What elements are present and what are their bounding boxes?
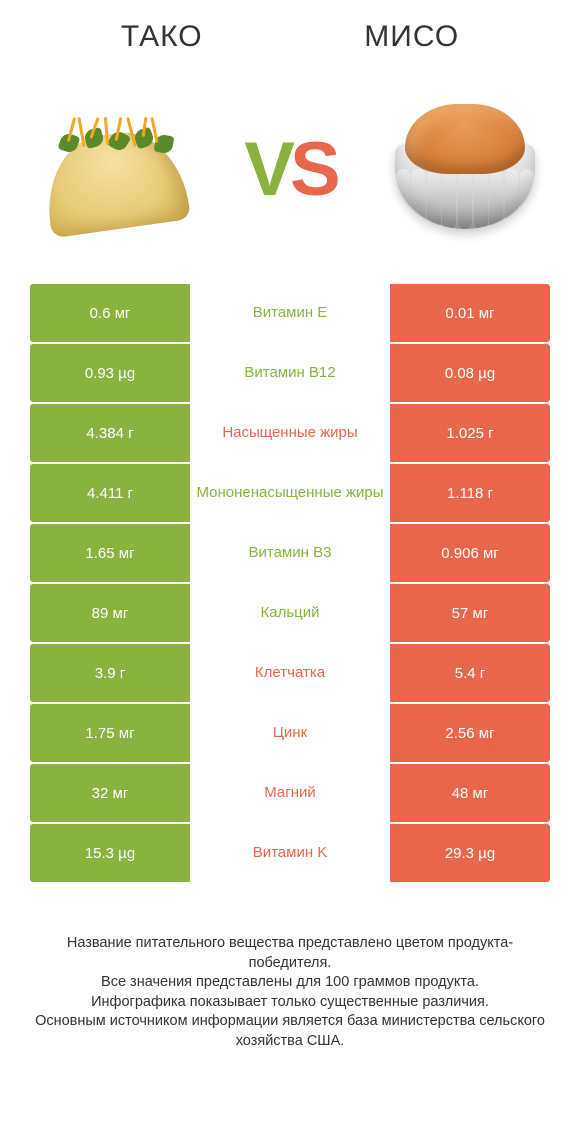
table-row: 89 мгКальций57 мг	[30, 584, 550, 642]
nutrient-label: Цинк	[190, 704, 390, 762]
left-value: 1.65 мг	[30, 524, 190, 582]
right-title: МИСО	[364, 20, 459, 54]
nutrient-label: Насыщенные жиры	[190, 404, 390, 462]
header: ТАКО МИСО	[0, 0, 580, 64]
table-row: 0.6 мгВитамин E0.01 мг	[30, 284, 550, 342]
table-row: 3.9 гКлетчатка5.4 г	[30, 644, 550, 702]
right-value: 57 мг	[390, 584, 550, 642]
left-title: ТАКО	[121, 20, 203, 54]
footer-line-2: Все значения представлены для 100 граммо…	[30, 973, 550, 993]
nutrient-label: Витамин K	[190, 824, 390, 882]
right-value: 48 мг	[390, 764, 550, 822]
footer-text: Название питательного вещества представл…	[0, 884, 580, 1051]
right-value: 1.118 г	[390, 464, 550, 522]
left-value: 4.411 г	[30, 464, 190, 522]
left-value: 3.9 г	[30, 644, 190, 702]
miso-image	[380, 94, 550, 244]
right-value: 5.4 г	[390, 644, 550, 702]
vs-label: VS	[244, 126, 335, 213]
table-row: 1.75 мгЦинк2.56 мг	[30, 704, 550, 762]
footer-line-4: Основным источником информации является …	[30, 1012, 550, 1051]
nutrient-label: Витамин B12	[190, 344, 390, 402]
taco-image	[30, 94, 200, 244]
left-value: 0.93 µg	[30, 344, 190, 402]
right-value: 0.08 µg	[390, 344, 550, 402]
table-row: 32 мгМагний48 мг	[30, 764, 550, 822]
left-value: 1.75 мг	[30, 704, 190, 762]
right-value: 29.3 µg	[390, 824, 550, 882]
left-value: 89 мг	[30, 584, 190, 642]
image-row: VS	[0, 64, 580, 284]
nutrient-label: Кальций	[190, 584, 390, 642]
right-value: 1.025 г	[390, 404, 550, 462]
nutrient-label: Мононенасыщенные жиры	[190, 464, 390, 522]
vs-s: S	[290, 127, 336, 212]
left-value: 32 мг	[30, 764, 190, 822]
table-row: 15.3 µgВитамин K29.3 µg	[30, 824, 550, 882]
nutrient-label: Клетчатка	[190, 644, 390, 702]
right-value: 0.01 мг	[390, 284, 550, 342]
left-value: 0.6 мг	[30, 284, 190, 342]
left-value: 15.3 µg	[30, 824, 190, 882]
footer-line-1: Название питательного вещества представл…	[30, 934, 550, 973]
table-row: 1.65 мгВитамин B30.906 мг	[30, 524, 550, 582]
footer-line-3: Инфографика показывает только существенн…	[30, 993, 550, 1013]
comparison-table: 0.6 мгВитамин E0.01 мг0.93 µgВитамин B12…	[0, 284, 580, 882]
nutrient-label: Витамин B3	[190, 524, 390, 582]
table-row: 4.384 гНасыщенные жиры1.025 г	[30, 404, 550, 462]
table-row: 0.93 µgВитамин B120.08 µg	[30, 344, 550, 402]
vs-v: V	[244, 127, 290, 212]
right-value: 0.906 мг	[390, 524, 550, 582]
right-value: 2.56 мг	[390, 704, 550, 762]
left-value: 4.384 г	[30, 404, 190, 462]
nutrient-label: Магний	[190, 764, 390, 822]
table-row: 4.411 гМононенасыщенные жиры1.118 г	[30, 464, 550, 522]
nutrient-label: Витамин E	[190, 284, 390, 342]
